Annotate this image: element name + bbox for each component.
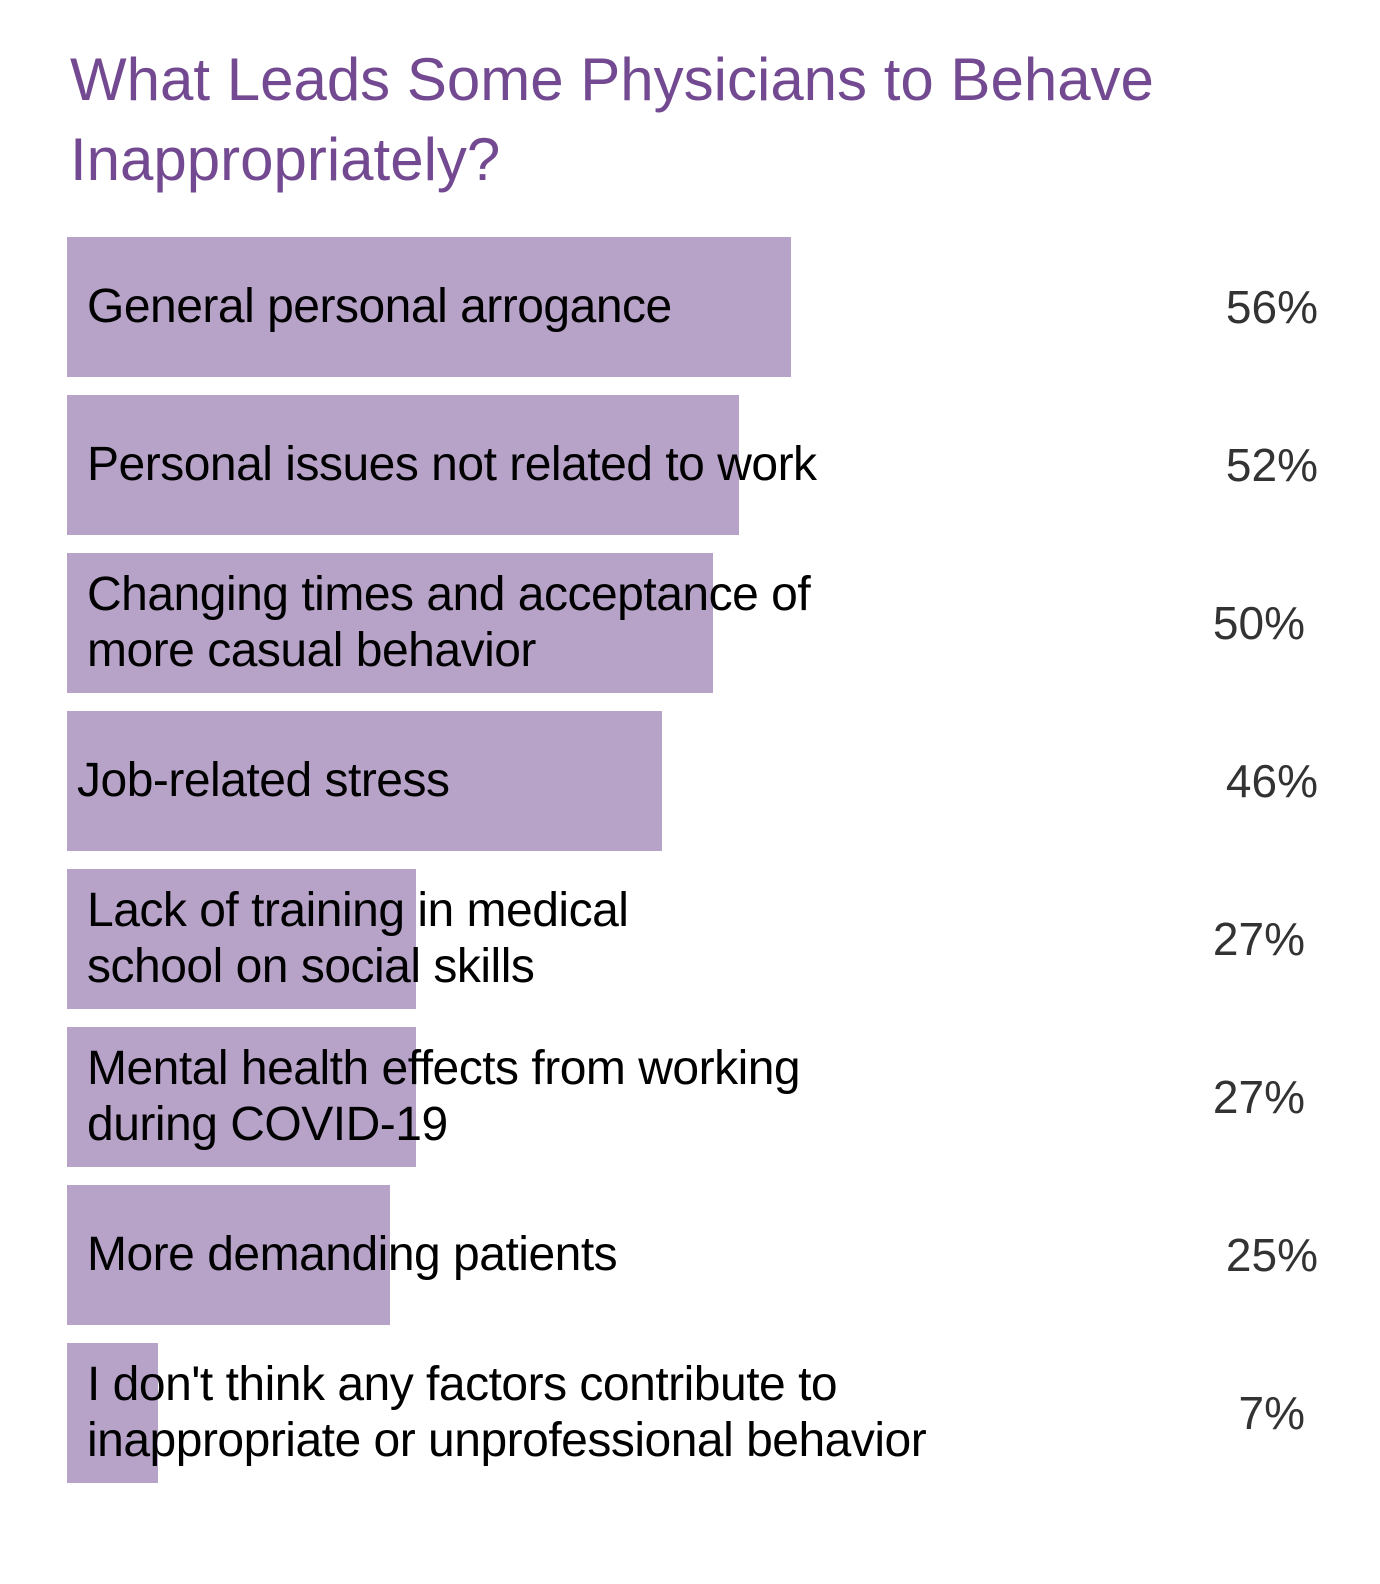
category-label: Changing times and acceptance of more ca… <box>87 568 811 677</box>
category-label: Mental health effects from working durin… <box>87 1042 801 1151</box>
category-label: More demanding patients <box>87 1228 618 1281</box>
value-label: 27% <box>1212 1071 1305 1123</box>
category-label: Job-related stress <box>77 754 450 807</box>
bar <box>67 237 791 377</box>
category-label: General personal arrogance <box>87 280 672 333</box>
chart-title: What Leads Some Physicians to Behave Ina… <box>70 46 1154 193</box>
value-label: 56% <box>1225 281 1318 333</box>
value-label: 50% <box>1212 597 1305 649</box>
bar <box>67 1027 417 1167</box>
bar <box>67 1185 391 1325</box>
category-label: Personal issues not related to work <box>87 438 817 491</box>
bar <box>67 869 417 1009</box>
bar <box>67 1343 158 1483</box>
bar <box>67 711 662 851</box>
value-label: 27% <box>1212 913 1305 965</box>
value-label: 7% <box>1238 1387 1305 1439</box>
value-label: 46% <box>1225 755 1318 807</box>
value-label: 52% <box>1225 439 1318 491</box>
category-label: Lack of training in medical school on so… <box>87 884 629 993</box>
bar <box>67 553 714 693</box>
value-label: 25% <box>1225 1229 1318 1281</box>
bar <box>67 395 740 535</box>
category-label: I don't think any factors contribute to … <box>87 1358 927 1467</box>
